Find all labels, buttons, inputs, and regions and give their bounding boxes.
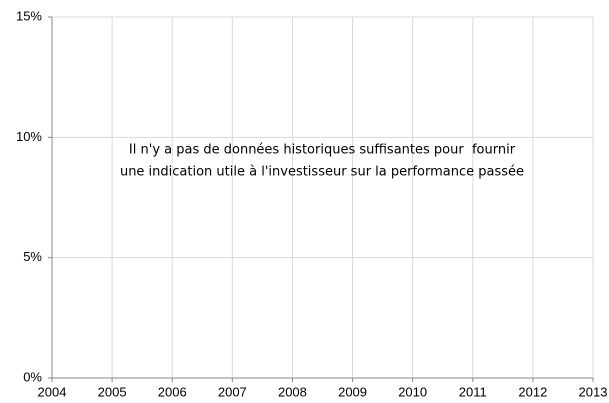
y-tick-label: 15% xyxy=(16,8,42,23)
x-tick-label: 2013 xyxy=(579,384,608,399)
y-tick-label: 0% xyxy=(23,369,42,384)
x-tick-label: 2008 xyxy=(278,384,307,399)
x-tick-label: 2005 xyxy=(98,384,127,399)
y-tick-label: 5% xyxy=(23,249,42,264)
x-tick-label: 2004 xyxy=(38,384,67,399)
annotation: une indication utile à l'investisseur su… xyxy=(120,165,524,180)
x-tick-label: 2011 xyxy=(459,384,487,399)
x-tick-label: 2009 xyxy=(338,384,367,399)
annotation: Il n'y a pas de données historiques suff… xyxy=(129,143,516,158)
y-tick-label: 10% xyxy=(16,129,42,144)
x-tick-label: 2006 xyxy=(158,384,187,399)
x-tick-label: 2007 xyxy=(218,384,247,399)
x-tick-label: 2012 xyxy=(518,384,547,399)
x-tick-label: 2010 xyxy=(398,384,427,399)
